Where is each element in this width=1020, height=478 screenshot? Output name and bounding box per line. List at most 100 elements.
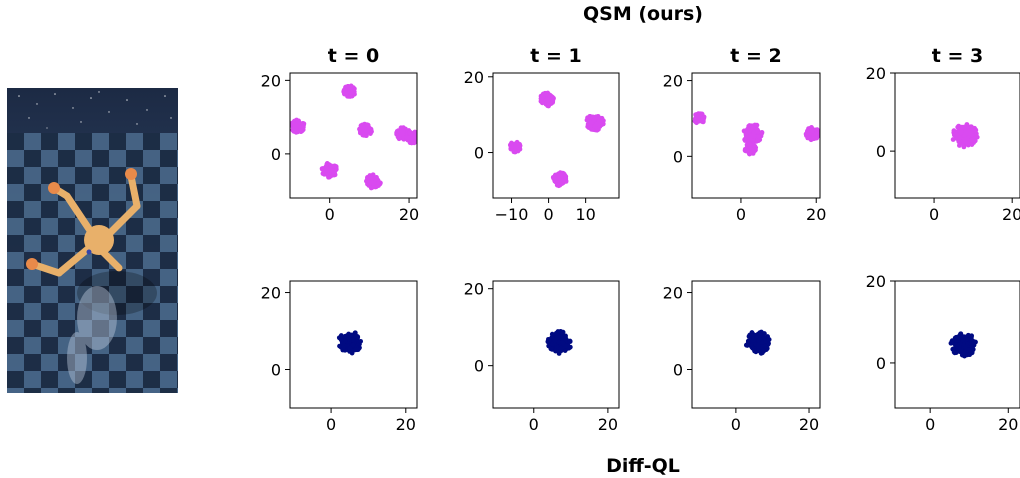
scatter-point [368,128,374,134]
scatter-point [957,331,963,337]
scatter-point [350,89,356,94]
scatter-point [412,134,417,140]
scatter-point [550,99,555,105]
scatter-point [323,168,329,174]
scatter-point [324,162,330,167]
scatter-point [348,332,354,338]
points-group [290,83,417,191]
scatter-point [957,135,962,141]
scatter-point [750,332,756,337]
x-tick-label: 20 [1002,205,1020,224]
panel-title: t = 3 [932,45,983,67]
y-tick-label: 20 [663,72,683,91]
axes-frame [894,280,1020,409]
scatter-point [950,137,956,142]
scatter-point [743,133,749,139]
scatter-point [969,339,975,344]
scatter-point [347,94,353,99]
scatter-point [762,343,768,349]
scatter-point [517,146,523,152]
scatter-point [560,340,566,346]
points-group [336,330,364,356]
y-tick-label: 20 [464,68,484,87]
axes-frame [289,72,418,199]
top-row-label: QSM (ours) [583,3,703,25]
x-tick-label: 20 [598,415,618,434]
scatter-point [758,133,764,139]
scatter-point [815,130,820,136]
plot-panel: 0 20 0 20 t = 2 [663,45,827,224]
scatter-point [949,338,955,343]
x-tick-label: 0 [325,205,335,224]
x-tick-label: 20 [998,415,1018,434]
scatter-point [754,127,760,132]
scatter-point [355,347,361,352]
axes-frame [691,72,821,199]
y-tick-label: 20 [663,284,683,303]
scatter-point [597,116,603,122]
scatter-point [970,126,976,132]
x-tick-label: 0 [731,415,741,434]
scatter-point [373,176,378,182]
scatter-point [567,339,573,344]
x-tick-label: 0 [925,415,935,434]
scatter-point [343,90,349,96]
scatter-point [588,124,593,130]
x-tick-label: 20 [396,415,416,434]
scatter-point [750,345,755,351]
scatter-point [745,148,751,154]
y-tick-label: 0 [271,361,281,380]
scatter-point [955,124,961,130]
x-tick-label: 0 [736,205,746,224]
scatter-point [399,131,405,137]
x-tick-label: 20 [799,415,819,434]
scatter-point [347,336,352,342]
axes-frame [289,280,418,409]
scatter-point [971,342,977,348]
scatter-point [545,97,551,103]
plot-panel: 0 20 0 20 [261,280,418,434]
scatter-point [366,180,372,185]
x-tick-label: 20 [806,205,826,224]
bottom-row-label: Diff-QL [606,455,680,477]
scatter-point [300,120,306,126]
scatter-point [348,83,354,89]
points-group [545,328,573,356]
scatter-point [970,346,976,352]
scatter-point [968,137,974,143]
y-tick-label: 0 [876,142,886,161]
scatter-point [546,343,552,349]
scatter-point [566,344,571,350]
panel-title: t = 0 [328,45,379,67]
scatter-point [953,342,958,348]
scatter-point [699,111,704,117]
scatter-point [751,337,757,343]
scatter-point [600,118,606,124]
scatter-point [296,119,302,125]
scatter-point [958,130,964,136]
points-group [743,329,772,356]
scatter-point [406,135,412,141]
scatter-point [340,347,346,353]
scatter-point [293,129,299,135]
scatter-point [766,337,772,342]
scatter-point [749,149,755,154]
y-tick-label: 20 [866,64,886,83]
panel-title: t = 1 [530,45,581,67]
scatter-point [969,142,975,148]
x-tick-label: 0 [543,205,553,224]
scatter-point [337,343,342,349]
axes-frame [492,280,620,409]
scatter-point [744,343,750,348]
scatter-point [332,163,337,169]
y-tick-label: 0 [271,145,281,164]
scatter-point [556,339,562,345]
scatter-point [805,135,811,141]
x-tick-label: 0 [326,415,336,434]
y-tick-label: 0 [876,354,886,373]
scatter-point [747,135,753,141]
scatter-point [364,129,369,134]
scatter-point [558,346,564,351]
points-group [507,90,606,189]
